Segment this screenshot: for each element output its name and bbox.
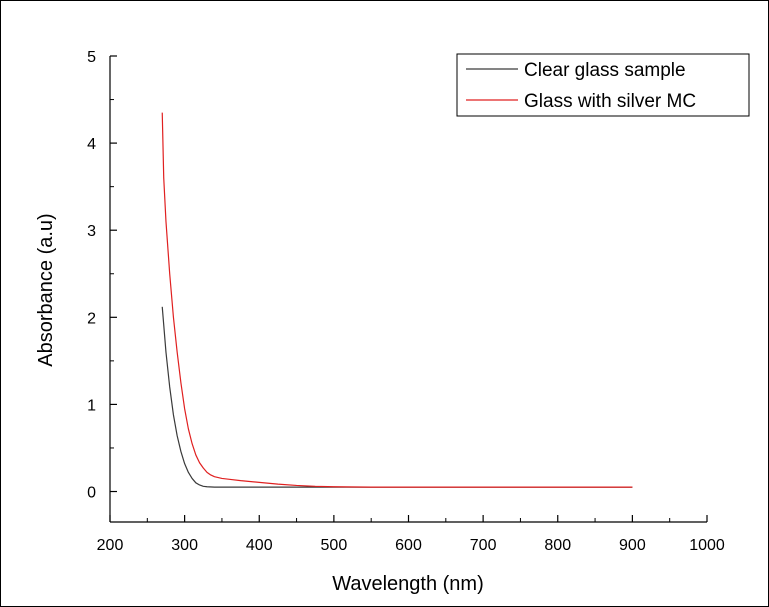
x-tick-label: 900 <box>619 537 646 554</box>
x-tick-label: 800 <box>544 537 571 554</box>
legend: Clear glass sample Glass with silver MC <box>456 53 750 117</box>
x-tick-label: 400 <box>246 537 273 554</box>
y-axis-title: Absorbance (a.u) <box>35 213 57 366</box>
legend-box <box>456 53 750 117</box>
x-tick-label: 200 <box>97 537 124 554</box>
x-tick-label: 600 <box>395 537 422 554</box>
legend-label-glass-silver: Glass with silver MC <box>524 91 696 112</box>
x-axis-title: Wavelength (nm) <box>332 573 484 595</box>
x-tick-label: 1000 <box>689 537 725 554</box>
x-tick-label: 300 <box>171 537 198 554</box>
series-layer <box>161 112 633 488</box>
y-tick-label: 0 <box>87 485 96 502</box>
ticks-layer: 200 300 400 500 600 700 800 900 1000 0 1 2 3 4 5 <box>87 49 725 554</box>
x-tick-label: 700 <box>470 537 497 554</box>
legend-label-clear-glass: Clear glass sample <box>524 60 686 81</box>
x-tick-label: 500 <box>321 537 348 554</box>
y-tick-label: 5 <box>87 49 96 66</box>
y-tick-label: 4 <box>87 136 96 153</box>
y-tick-label: 3 <box>87 223 96 240</box>
series-line-glass-silver <box>161 112 633 488</box>
y-tick-label: 1 <box>87 397 96 414</box>
y-tick-label: 2 <box>87 310 96 327</box>
